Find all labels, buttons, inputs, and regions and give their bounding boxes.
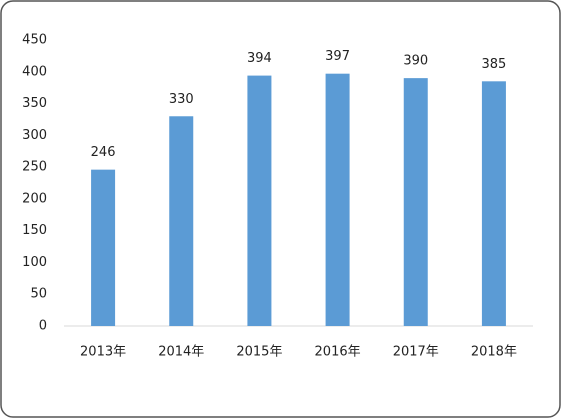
bar [91,169,116,326]
bar [481,81,506,326]
x-tick-label: 2016年 [315,345,361,360]
bar [325,73,350,326]
data-label: 390 [403,54,428,69]
x-tick-label: 2015年 [236,345,282,360]
x-tick-label: 2014年 [158,345,204,360]
y-tick-label: 50 [30,287,47,302]
bar [247,75,272,326]
y-tick-label: 350 [22,96,47,111]
data-label: 385 [482,57,507,72]
data-label: 330 [169,92,194,107]
y-tick-label: 100 [22,255,47,270]
y-tick-label: 150 [22,223,47,238]
bar [169,116,194,327]
bar [403,78,428,326]
data-label: 397 [325,49,350,64]
x-tick-label: 2013年 [80,345,126,360]
y-tick-label: 400 [22,64,47,79]
data-label: 394 [247,51,272,66]
y-tick-label: 250 [22,160,47,175]
data-label: 246 [91,145,116,160]
y-tick-label: 0 [39,319,47,334]
x-tick-label: 2018年 [471,345,517,360]
y-tick-label: 300 [22,128,47,143]
y-tick-label: 200 [22,191,47,206]
y-tick-label: 450 [22,33,47,48]
x-tick-label: 2017年 [393,345,439,360]
